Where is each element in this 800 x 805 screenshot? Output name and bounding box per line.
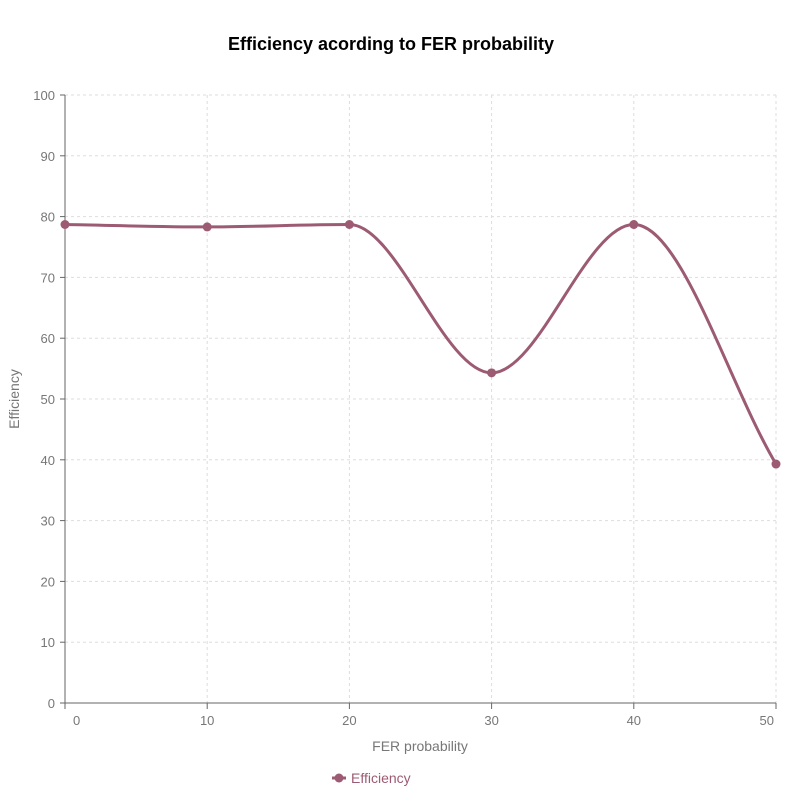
data-point[interactable] bbox=[771, 459, 781, 469]
data-point[interactable] bbox=[202, 222, 212, 232]
y-tick-label: 50 bbox=[41, 392, 55, 407]
legend-label: Efficiency bbox=[351, 770, 411, 786]
legend[interactable]: Efficiency bbox=[332, 770, 411, 786]
y-tick-label: 100 bbox=[33, 88, 55, 103]
x-tick-label: 0 bbox=[73, 713, 80, 728]
series-line bbox=[64, 223, 778, 465]
series bbox=[60, 220, 781, 469]
y-tick-label: 60 bbox=[41, 331, 55, 346]
data-point[interactable] bbox=[487, 368, 497, 378]
y-tick-labels: 0 10 20 30 40 50 60 70 80 90 100 bbox=[33, 88, 65, 711]
x-tick-label: 30 bbox=[484, 713, 498, 728]
y-tick-label: 10 bbox=[41, 635, 55, 650]
x-tick-label: 20 bbox=[342, 713, 356, 728]
data-point[interactable] bbox=[344, 220, 354, 230]
x-tick-label: 40 bbox=[627, 713, 641, 728]
y-tick-label: 20 bbox=[41, 574, 55, 589]
data-point[interactable] bbox=[60, 220, 70, 230]
data-point[interactable] bbox=[629, 220, 639, 230]
x-axis-label: FER probability bbox=[372, 738, 468, 754]
y-tick-label: 70 bbox=[41, 270, 55, 285]
x-tick-label: 50 bbox=[760, 713, 774, 728]
chart-title: Efficiency acording to FER probability bbox=[228, 34, 554, 54]
y-tick-label: 90 bbox=[41, 149, 55, 164]
y-tick-label: 80 bbox=[41, 210, 55, 225]
x-tick-labels: 0 10 20 30 40 50 bbox=[64, 703, 777, 728]
legend-marker-icon bbox=[334, 773, 344, 783]
grid bbox=[65, 94, 777, 703]
y-tick-label: 30 bbox=[41, 514, 55, 529]
x-tick-label: 10 bbox=[200, 713, 214, 728]
y-axis-label: Efficiency bbox=[6, 369, 22, 429]
y-tick-label: 40 bbox=[41, 453, 55, 468]
y-tick-label: 0 bbox=[48, 696, 55, 711]
